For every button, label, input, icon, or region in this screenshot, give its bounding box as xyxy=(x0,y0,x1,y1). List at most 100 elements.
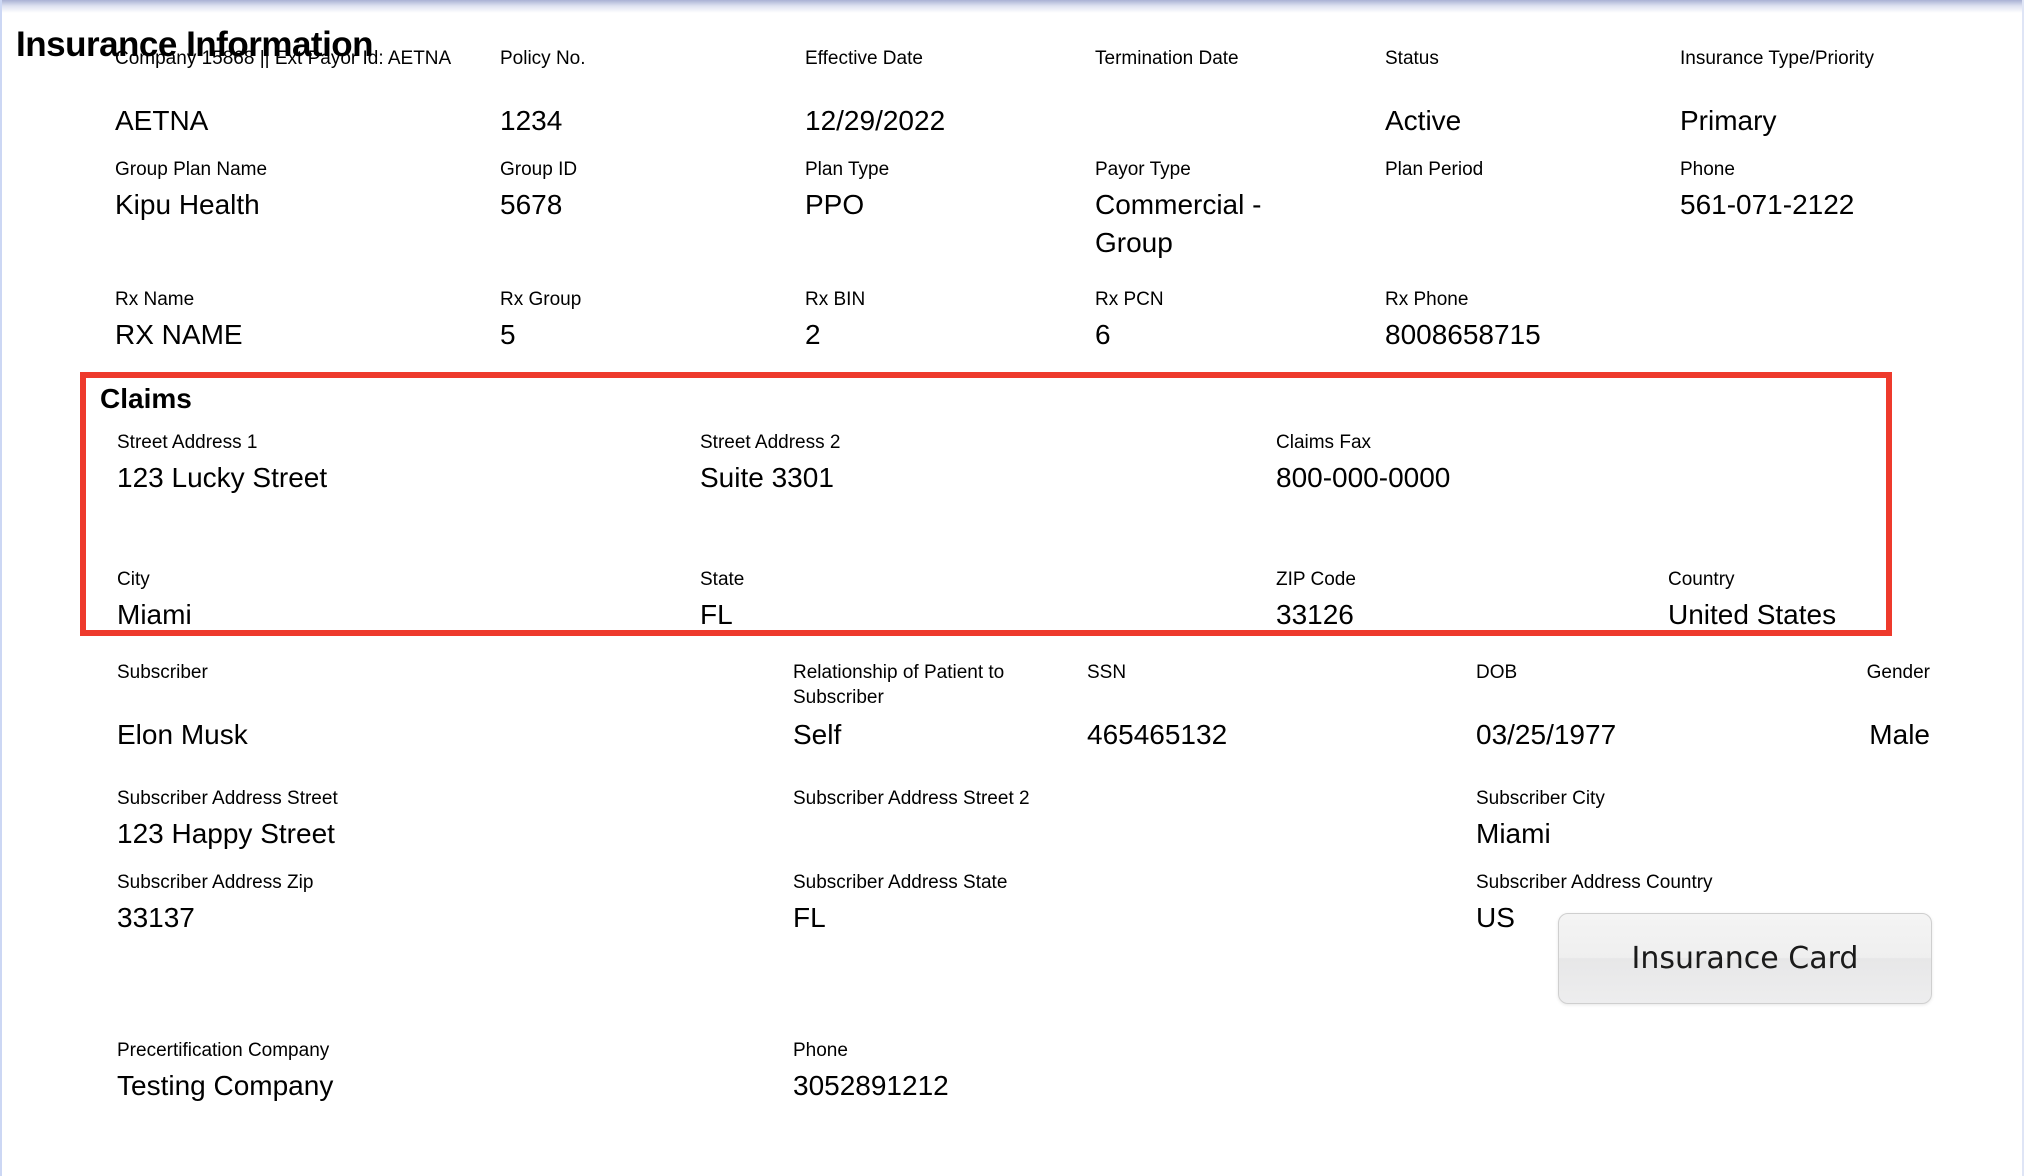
field-label: Gender xyxy=(1866,662,1930,683)
field-label: Rx PCN xyxy=(1095,289,1164,310)
field-label: Subscriber Address Zip xyxy=(117,872,314,893)
field-value: Miami xyxy=(1476,818,1551,849)
claims-row-1: Street Address 1 123 Lucky Street Street… xyxy=(117,430,1886,497)
field-label: Subscriber xyxy=(117,662,208,683)
field-claims-city: City Miami xyxy=(117,567,700,634)
field-value: United States xyxy=(1668,599,1837,630)
field-label: ZIP Code xyxy=(1276,569,1356,590)
field-value: RX NAME xyxy=(115,319,243,350)
insurance-row-2: Group Plan Name Kipu Health Group ID 567… xyxy=(115,157,2024,262)
field-label: Claims Fax xyxy=(1276,432,1372,453)
field-value: Active xyxy=(1385,105,1462,136)
field-value: 8008658715 xyxy=(1385,319,1541,350)
field-value: 6 xyxy=(1095,319,1111,350)
field-gender: Gender Male xyxy=(1866,660,1930,754)
field-value: 800-000-0000 xyxy=(1276,462,1451,493)
subscriber-address-row-1: Subscriber Address Street 123 Happy Stre… xyxy=(117,786,2024,853)
field-subscriber-address-street-2: Subscriber Address Street 2 xyxy=(793,786,1476,853)
field-ssn: SSN 465465132 xyxy=(1087,660,1476,754)
field-label: Plan Period xyxy=(1385,159,1484,180)
field-value: Kipu Health xyxy=(115,189,260,220)
field-rx-pcn: Rx PCN 6 xyxy=(1095,287,1385,354)
field-label: Company 15868 || Ext Payor Id: AETNA xyxy=(115,48,452,69)
field-label: State xyxy=(700,569,745,590)
insurance-row-1: Company 15868 || Ext Payor Id: AETNA AET… xyxy=(115,46,2024,140)
field-value: 123 Lucky Street xyxy=(117,462,328,493)
field-subscriber-address-state: Subscriber Address State FL xyxy=(793,870,1476,937)
field-group-id: Group ID 5678 xyxy=(500,157,805,262)
insurance-row-3: Rx Name RX NAME Rx Group 5 Rx BIN 2 Rx P… xyxy=(115,287,2024,354)
field-value: 5 xyxy=(500,319,516,350)
claims-annotation-box: Claims Street Address 1 123 Lucky Street… xyxy=(80,372,1892,636)
field-label: Country xyxy=(1668,569,1735,590)
field-label: Group ID xyxy=(500,159,578,180)
field-value: 33137 xyxy=(117,902,195,933)
page-title: Insurance Information xyxy=(16,25,374,65)
field-value: 33126 xyxy=(1276,599,1354,630)
field-relationship-to-subscriber: Relationship of Patient to Subscriber Se… xyxy=(793,660,1087,754)
field-label: Plan Type xyxy=(805,159,890,180)
field-value: Self xyxy=(793,719,842,750)
field-label: Rx Name xyxy=(115,289,195,310)
field-dob: DOB 03/25/1977 xyxy=(1476,660,1866,754)
claims-section-heading: Claims xyxy=(100,383,192,414)
field-plan-period: Plan Period xyxy=(1385,157,1680,262)
field-insurance-type-priority: Insurance Type/Priority Primary xyxy=(1680,46,2024,140)
field-value: PPO xyxy=(805,189,865,220)
field-phone: Phone 561-071-2122 xyxy=(1680,157,2024,262)
field-label: Street Address 1 xyxy=(117,432,258,453)
field-value: Primary xyxy=(1680,105,1777,136)
field-label: Group Plan Name xyxy=(115,159,268,180)
field-value: Male xyxy=(1869,719,1930,750)
field-value: FL xyxy=(700,599,733,630)
field-label: Rx BIN xyxy=(805,289,866,310)
field-label: Policy No. xyxy=(500,48,586,69)
field-label: Phone xyxy=(793,1040,848,1061)
field-claims-country: Country United States xyxy=(1668,567,1886,634)
field-label: Phone xyxy=(1680,159,1735,180)
panel-right-edge xyxy=(2022,0,2024,1176)
field-label: City xyxy=(117,569,150,590)
field-label: Subscriber Address Country xyxy=(1476,872,1713,893)
field-value: 561-071-2122 xyxy=(1680,189,1855,220)
field-status: Status Active xyxy=(1385,46,1680,140)
precertification-row: Precertification Company Testing Company… xyxy=(117,1038,2024,1105)
field-subscriber-address-street: Subscriber Address Street 123 Happy Stre… xyxy=(117,786,793,853)
field-group-plan-name: Group Plan Name Kipu Health xyxy=(115,157,500,262)
field-value: Testing Company xyxy=(117,1070,334,1101)
field-claims-street-address-1: Street Address 1 123 Lucky Street xyxy=(117,430,700,497)
field-claims-zip-code: ZIP Code 33126 xyxy=(1276,567,1668,634)
panel-left-edge xyxy=(0,0,2,1176)
field-claims-fax: Claims Fax 800-000-0000 xyxy=(1276,430,1668,497)
field-label: Subscriber City xyxy=(1476,788,1605,809)
field-label: Rx Group xyxy=(500,289,582,310)
field-value: Miami xyxy=(117,599,192,630)
field-value: 3052891212 xyxy=(793,1070,949,1101)
field-value: AETNA xyxy=(115,105,209,136)
field-value: Elon Musk xyxy=(117,719,248,750)
field-rx-group: Rx Group 5 xyxy=(500,287,805,354)
field-label: Street Address 2 xyxy=(700,432,841,453)
field-label: Effective Date xyxy=(805,48,923,69)
field-value: 2 xyxy=(805,319,821,350)
field-label: Subscriber Address State xyxy=(793,872,1008,893)
field-rx-name: Rx Name RX NAME xyxy=(115,287,500,354)
field-subscriber: Subscriber Elon Musk xyxy=(117,660,793,754)
field-value: 03/25/1977 xyxy=(1476,719,1617,750)
field-rx-bin: Rx BIN 2 xyxy=(805,287,1095,354)
field-label: Subscriber Address Street 2 xyxy=(793,788,1030,809)
field-label: Status xyxy=(1385,48,1439,69)
field-label: Relationship of Patient to Subscriber xyxy=(793,662,1005,708)
field-label: Payor Type xyxy=(1095,159,1191,180)
field-payor-type: Payor Type Commercial - Group xyxy=(1095,157,1385,262)
subscriber-row: Subscriber Elon Musk Relationship of Pat… xyxy=(117,660,1930,754)
field-value: FL xyxy=(793,902,826,933)
field-precertification-company: Precertification Company Testing Company xyxy=(117,1038,793,1105)
field-value: US xyxy=(1476,902,1515,933)
field-value: 5678 xyxy=(500,189,563,220)
field-value: Commercial - Group xyxy=(1095,189,1262,258)
field-label: Termination Date xyxy=(1095,48,1239,69)
insurance-card-button[interactable]: Insurance Card xyxy=(1558,913,1932,1004)
field-precertification-phone: Phone 3052891212 xyxy=(793,1038,2024,1105)
field-value: 12/29/2022 xyxy=(805,105,946,136)
